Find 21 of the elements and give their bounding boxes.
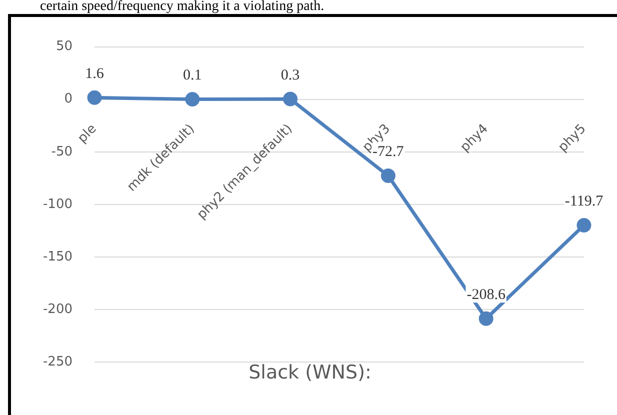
data-label: -119.7 [564, 194, 604, 210]
y-tick-label: -100 [42, 196, 73, 212]
y-tick-label: -150 [42, 249, 73, 264]
y-tick-label: 50 [56, 39, 73, 54]
data-label: 0.1 [183, 68, 202, 84]
point [478, 311, 494, 326]
x-tick-label: ple [75, 121, 100, 146]
point [283, 92, 298, 106]
y-tick-label: 0 [64, 92, 73, 107]
y-tick-label: -50 [51, 144, 73, 160]
text: certain speed/frequency making it a violating path. [39, 0, 326, 14]
y-tick-label: -200 [42, 302, 73, 318]
text: Slack (WNS): [248, 362, 372, 384]
y-tick-label: -250 [42, 354, 73, 370]
data-label: 1.6 [85, 66, 104, 82]
point [87, 90, 102, 105]
point [576, 218, 592, 232]
data-label: -208.6 [466, 287, 506, 304]
point [380, 168, 396, 184]
data-label: 0.3 [280, 67, 300, 84]
point [185, 92, 200, 107]
